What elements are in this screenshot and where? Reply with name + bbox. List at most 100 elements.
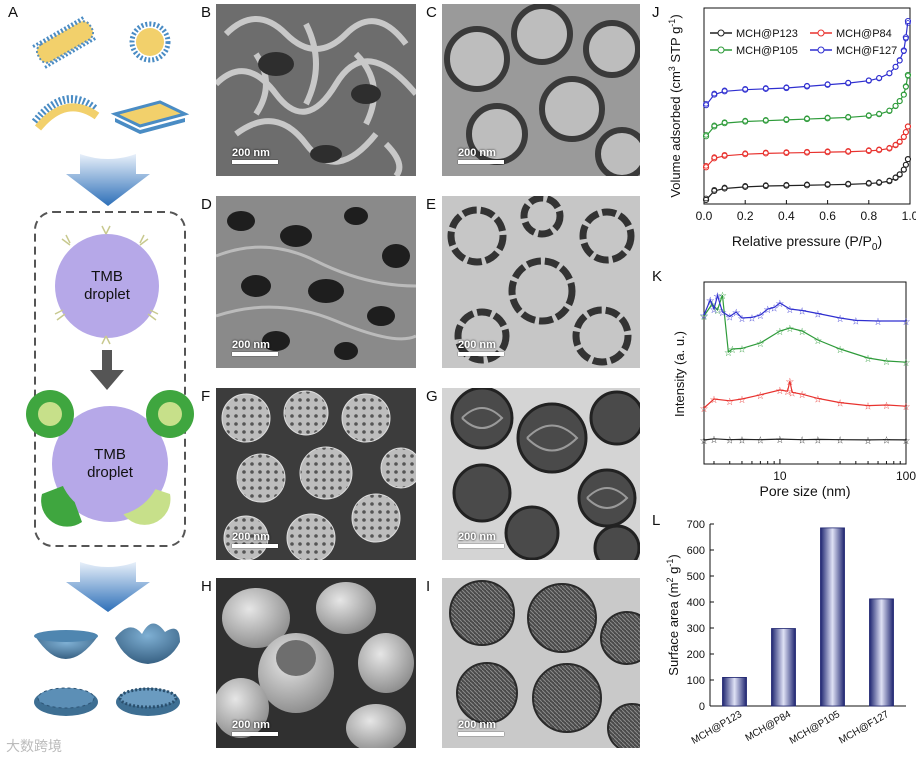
tem-image-i: 200 nm <box>442 578 640 748</box>
panel-label-l: L <box>652 512 661 529</box>
panel-label-a: A <box>8 4 19 21</box>
data-point <box>742 183 749 189</box>
bowl-radial-icon <box>34 687 98 716</box>
series-line <box>703 380 907 409</box>
data-point: ☆ <box>902 436 911 447</box>
x-tick-label: 0.4 <box>778 209 795 223</box>
data-point: ☆ <box>836 314 845 325</box>
schematic-panel-a <box>26 15 194 716</box>
data-point: ☆ <box>836 399 845 410</box>
y-tick-label: 700 <box>687 519 705 531</box>
data-point <box>702 196 710 204</box>
category-label: MCH@F127 <box>837 709 891 747</box>
data-point: ☆ <box>718 291 727 302</box>
data-point <box>721 151 728 158</box>
y-tick-label: 200 <box>687 649 705 661</box>
scale-bar: 200 nm <box>458 339 504 356</box>
data-point: ☆ <box>700 311 709 322</box>
bar <box>722 676 747 707</box>
data-point <box>721 87 728 94</box>
panel-label-e: E <box>426 196 437 213</box>
data-point <box>865 179 872 186</box>
data-point <box>900 166 907 173</box>
data-point <box>886 144 893 151</box>
data-point: ☆ <box>874 317 883 328</box>
y-axis-label: Intensity (a. u.) <box>672 331 687 417</box>
data-point: ☆ <box>700 436 709 447</box>
data-point <box>876 179 882 185</box>
category-label: MCH@P105 <box>788 709 843 747</box>
data-point <box>783 116 790 122</box>
data-point <box>824 181 831 187</box>
data-point <box>703 131 709 138</box>
x-tick-label: 0.0 <box>696 209 713 223</box>
data-point: ☆ <box>725 313 734 324</box>
droplet-label-1: TMB droplet <box>84 268 130 303</box>
data-point: ☆ <box>725 397 734 408</box>
data-point <box>742 117 749 124</box>
flat-bilayer-icon <box>110 100 190 134</box>
data-point <box>900 133 907 140</box>
data-point <box>903 84 909 90</box>
data-point: ☆ <box>788 388 797 399</box>
category-label: MCH@P84 <box>744 709 794 744</box>
sem-image-h: 200 nm <box>216 578 416 748</box>
legend-marker <box>717 46 725 54</box>
data-point <box>804 115 810 122</box>
data-point <box>896 98 903 104</box>
data-point <box>905 20 911 26</box>
bowl-wavy-icon <box>115 623 180 664</box>
data-point <box>702 133 710 140</box>
series-line <box>703 438 907 441</box>
data-point: ☆ <box>737 314 746 325</box>
data-point: ☆ <box>813 336 822 347</box>
data-point: ☆ <box>713 292 722 303</box>
data-point: ☆ <box>732 308 741 319</box>
data-point <box>702 102 710 109</box>
y-tick-label: 600 <box>687 545 705 557</box>
scale-bar: 200 nm <box>232 147 278 164</box>
data-point <box>711 90 718 97</box>
gray-arrow-icon <box>90 350 124 390</box>
data-point: ☆ <box>798 390 807 401</box>
rod-micelle-icon <box>32 15 98 69</box>
data-point: ☆ <box>864 354 873 365</box>
data-point: ☆ <box>798 307 807 318</box>
data-point <box>804 82 810 89</box>
data-point: ☆ <box>882 436 891 447</box>
data-point <box>783 149 790 155</box>
data-point: ☆ <box>798 436 807 447</box>
droplet-1 <box>54 225 159 345</box>
data-point <box>896 57 903 64</box>
data-point: ☆ <box>763 305 772 316</box>
bowl-smooth-icon <box>34 630 98 659</box>
data-point: ☆ <box>902 317 911 328</box>
data-point <box>865 147 872 153</box>
data-point: ☆ <box>902 358 911 369</box>
data-point <box>742 150 749 157</box>
data-point <box>845 79 852 86</box>
x-axis-label: Pore size (nm) <box>759 483 850 499</box>
data-point: ☆ <box>851 316 860 327</box>
data-point <box>824 114 831 121</box>
chart-isotherms: 0.0 0.2 0.4 0.6 0.8 1.0 MCH@P123 MCH@P84 MCH@P1… <box>667 7 916 253</box>
x-tick-label: 0.8 <box>860 209 877 223</box>
data-point <box>845 148 852 154</box>
sem-image-b: 200 nm <box>216 4 416 176</box>
data-point: ☆ <box>756 436 765 447</box>
data-point <box>762 149 769 156</box>
data-point: ☆ <box>747 313 756 324</box>
data-point: ☆ <box>728 345 737 356</box>
data-point: ☆ <box>709 435 718 446</box>
bar <box>771 628 796 707</box>
legend-label: MCH@P84 <box>836 28 892 40</box>
data-point: ☆ <box>700 404 709 415</box>
data-point <box>804 148 810 155</box>
data-point: ☆ <box>836 436 845 447</box>
data-point <box>905 156 911 163</box>
data-point: ☆ <box>836 345 845 356</box>
data-point: ☆ <box>706 296 715 307</box>
series-line <box>705 126 909 168</box>
droplet-label-2: TMB droplet <box>87 446 133 481</box>
data-point: ☆ <box>756 391 765 402</box>
